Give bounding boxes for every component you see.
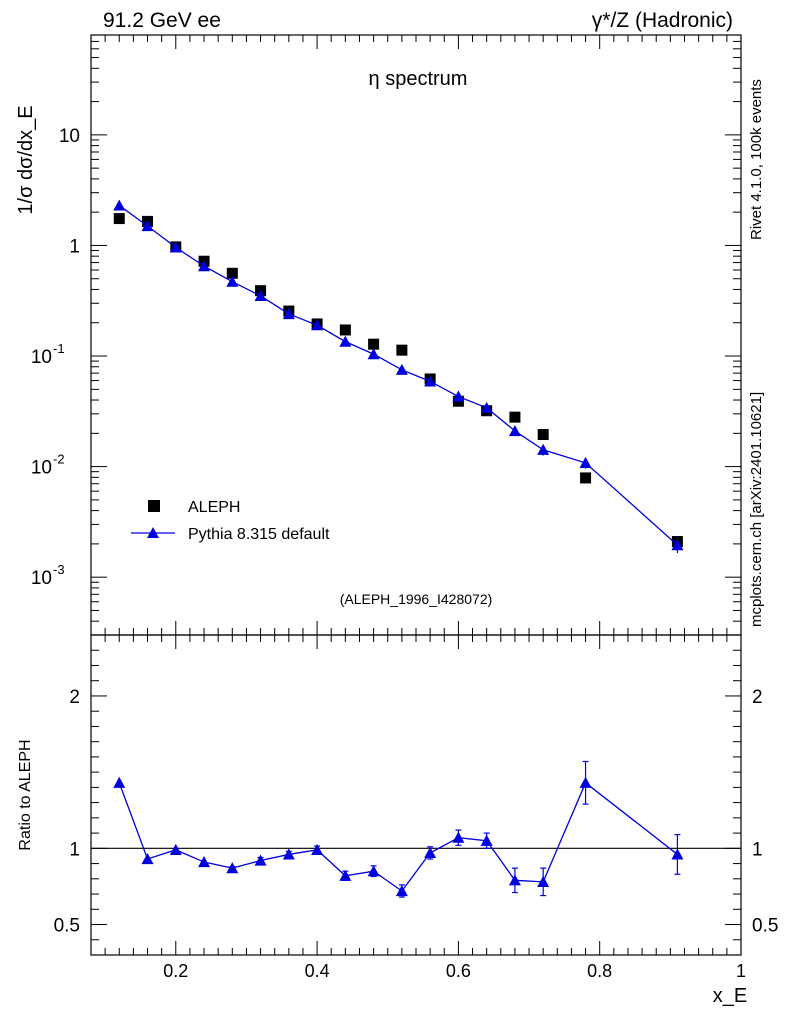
side-site-text: mcplots.cern.ch [arXiv:2401.10621] <box>748 392 765 627</box>
ratio-data-point <box>311 843 324 855</box>
ratio-series <box>113 760 684 898</box>
pythia-data-point <box>311 319 324 331</box>
aleph-data-point <box>339 324 351 336</box>
process-label: γ*/Z (Hadronic) <box>592 9 733 32</box>
legend-mc-label: Pythia 8.315 default <box>188 526 330 543</box>
x-tick-label: 0.6 <box>446 961 471 981</box>
ratio-y-tick-label-left: 2 <box>69 687 80 708</box>
ratio-data-point <box>508 874 521 886</box>
pythia-data-point <box>424 375 437 387</box>
pythia-data-point <box>226 275 239 287</box>
pythia-data-point <box>395 363 408 375</box>
x-tick-label: 0.4 <box>305 961 330 981</box>
pythia-data-point <box>254 289 267 301</box>
pythia-data-point <box>508 424 521 437</box>
plot-title: η spectrum <box>369 68 468 90</box>
y-tick-label: 10 <box>31 568 52 589</box>
aleph-data-point <box>113 213 125 225</box>
x-tick-label: 1 <box>736 961 746 981</box>
ratio-ylabel-text: Ratio to ALEPH <box>17 739 34 850</box>
main-panel-frame <box>90 34 742 636</box>
main-series <box>113 199 684 554</box>
y-tick-label-exponent: -1 <box>53 341 65 356</box>
ratio-data-point <box>198 856 211 868</box>
legend-data-marker <box>148 500 160 512</box>
aleph-data-point <box>368 338 380 350</box>
side-version: Rivet 4.1.0, 100k events <box>748 79 765 240</box>
ratio-axes: 0.2 0.4 0.6 0.8 1 0.5 0.5 1 1 2 2 <box>54 634 778 981</box>
ratio-data-point <box>339 869 352 881</box>
pythia-data-point <box>113 199 126 211</box>
ratio-y-tick-label-left: 0.5 <box>54 916 80 937</box>
pythia-data-point <box>339 335 352 347</box>
ratio-panel-frame <box>90 634 742 956</box>
aleph-data-point <box>537 429 549 441</box>
ratio-data-point <box>367 865 380 877</box>
main-ylabel: 1/σ dσ/dx_E <box>15 105 37 214</box>
aleph-data-point <box>509 411 521 423</box>
ratio-data-point <box>424 846 437 859</box>
ratio-data-point <box>113 776 126 788</box>
pythia-data-point <box>671 539 684 551</box>
ratio-y-tick-label-right: 1 <box>752 839 763 860</box>
aleph-data-point <box>580 472 592 484</box>
pythia-data-point <box>198 260 211 272</box>
ratio-line <box>118 781 678 892</box>
side-site: mcplots.cern.ch [arXiv:2401.10621] <box>748 392 765 627</box>
side-version-text: Rivet 4.1.0, 100k events <box>748 79 765 240</box>
analysis-id: (ALEPH_1996_I428072) <box>340 591 493 607</box>
pythia-data-point <box>579 456 592 469</box>
ratio-data-point <box>671 848 684 860</box>
y-tick-label-exponent: -3 <box>53 562 65 577</box>
ratio-data-point <box>169 843 182 855</box>
ratio-data-point <box>254 854 267 866</box>
main-ylabel-text: 1/σ dσ/dx_E <box>15 105 37 214</box>
legend: ALEPH Pythia 8.315 default <box>131 499 330 543</box>
aleph-data-point <box>226 267 238 279</box>
ratio-data-point <box>226 862 239 874</box>
ratio-ylabel: Ratio to ALEPH <box>17 739 34 850</box>
y-tick-label: 10 <box>31 458 52 479</box>
ratio-data-point <box>395 885 408 897</box>
y-tick-label: 10 <box>31 347 52 368</box>
ratio-data-point <box>537 875 550 887</box>
y-tick-label: 1 <box>69 236 80 257</box>
legend-mc-marker <box>147 527 159 538</box>
ratio-data-point <box>452 831 465 843</box>
ratio-data-point <box>282 848 295 860</box>
ratio-data-point <box>579 776 592 788</box>
ratio-y-tick-label-right: 0.5 <box>752 916 778 937</box>
aleph-data-point <box>396 344 408 356</box>
ratio-data-point <box>141 853 154 865</box>
pythia-data-point <box>169 241 182 253</box>
y-tick-label: 10 <box>59 126 80 147</box>
legend-data-label: ALEPH <box>188 499 240 516</box>
pythia-data-point <box>537 443 550 455</box>
x-axis-label: x_E <box>713 985 747 1007</box>
ratio-y-tick-label-left: 1 <box>69 839 80 860</box>
x-tick-label: 0.8 <box>587 961 612 981</box>
y-tick-label-exponent: -2 <box>53 452 65 467</box>
ratio-data-point <box>480 834 493 846</box>
pythia-data-point <box>480 401 493 413</box>
pythia-data-point <box>282 307 295 320</box>
pythia-data-point <box>367 348 380 360</box>
pythia-data-point <box>141 219 154 232</box>
pythia-data-point <box>452 390 465 402</box>
energy-label: 91.2 GeV ee <box>103 9 221 32</box>
x-tick-label: 0.2 <box>163 961 188 981</box>
ratio-y-tick-label-right: 2 <box>752 687 763 708</box>
